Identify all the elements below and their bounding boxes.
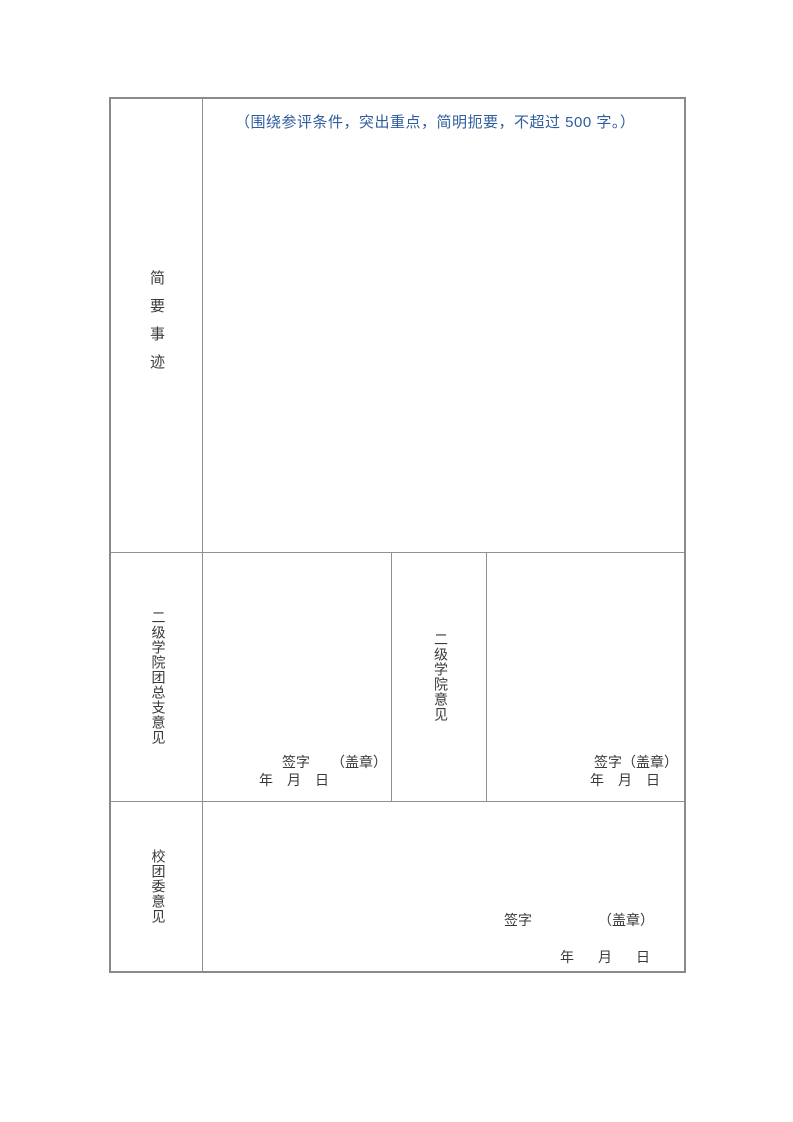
seal-label: （盖章） xyxy=(598,914,654,929)
brief-deeds-content-cell[interactable]: （围绕参评条件，突出重点，简明扼要，不超过 500 字。） xyxy=(203,99,684,553)
sign-label: 签字 xyxy=(282,756,310,771)
college-league-branch-content-cell[interactable]: 签字 （盖章） 年 月 日 xyxy=(203,553,392,802)
college-opinion-date-line: 年 月 日 xyxy=(590,774,660,789)
college-opinion-label: 二级学院意见 xyxy=(432,632,447,722)
college-opinion-content-cell[interactable]: 签字 （盖章） 年 月 日 xyxy=(487,553,684,802)
brief-deeds-label-cell: 简要事迹 xyxy=(111,99,203,553)
seal-label: （盖章） xyxy=(622,756,678,771)
university-league-committee-content-cell[interactable]: 签字 （盖章） 年 月 日 xyxy=(203,802,684,971)
university-league-committee-label-cell: 校团委意见 xyxy=(111,802,203,971)
college-opinion-sign-line: 签字 （盖章） xyxy=(594,756,678,771)
evaluation-form-table: 简要事迹 （围绕参评条件，突出重点，简明扼要，不超过 500 字。） 二级学院团… xyxy=(109,97,686,973)
college-opinion-label-cell: 二级学院意见 xyxy=(392,553,487,802)
college-league-branch-date-line: 年 月 日 xyxy=(259,774,329,789)
college-league-branch-label: 二级学院团总支意见 xyxy=(149,609,165,745)
seal-label: （盖章） xyxy=(331,756,387,771)
university-league-committee-date-line: 年 月 日 xyxy=(560,951,655,966)
university-league-committee-label: 校团委意见 xyxy=(149,849,165,924)
sign-label: 签字 xyxy=(594,756,622,771)
college-league-branch-sign-line: 签字 （盖章） xyxy=(282,756,387,771)
sign-label: 签字 xyxy=(504,914,532,929)
brief-deeds-label: 简要事迹 xyxy=(148,269,164,382)
college-league-branch-label-cell: 二级学院团总支意见 xyxy=(111,553,203,802)
university-league-committee-sign-line: 签字 （盖章） xyxy=(504,914,654,929)
brief-deeds-instruction-note: （围绕参评条件，突出重点，简明扼要，不超过 500 字。） xyxy=(235,114,636,131)
